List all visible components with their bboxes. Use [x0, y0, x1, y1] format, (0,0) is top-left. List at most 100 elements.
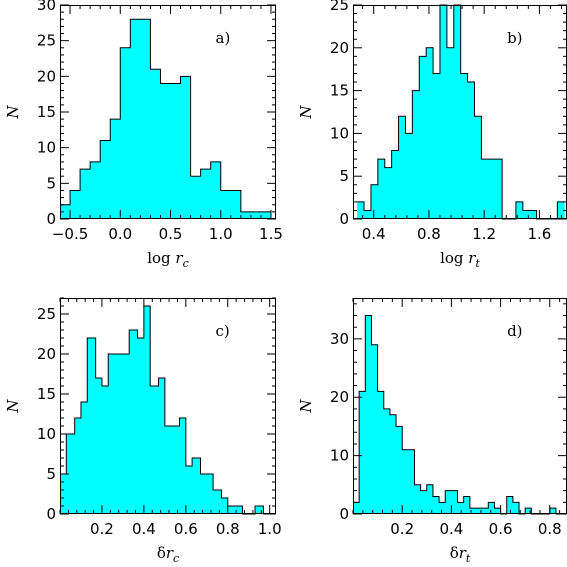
histogram-bar	[180, 76, 192, 219]
x-axis-label-subscript: t	[475, 257, 480, 270]
y-tick-label: 0	[46, 505, 56, 523]
panel-label: c)	[216, 322, 230, 340]
histogram-bar	[357, 201, 365, 219]
histogram-bar	[359, 391, 366, 514]
histogram-bar	[192, 458, 201, 514]
histogram-outline	[357, 4, 565, 220]
y-axis-label-text: N	[4, 105, 22, 120]
histogram-bar	[206, 474, 214, 514]
histogram-bar	[171, 426, 180, 514]
histogram-bar	[529, 210, 538, 219]
histogram-bar	[402, 449, 409, 514]
y-tick-label: 20	[37, 67, 56, 85]
x-axis-label-subscript: c	[183, 257, 189, 270]
y-tick-label: 10	[37, 139, 56, 157]
histogram-bar	[412, 90, 420, 219]
y-tick-label: 25	[37, 305, 56, 323]
histogram-bar	[432, 496, 440, 514]
y-tick-label: 0	[339, 505, 349, 523]
histogram-bar	[445, 490, 452, 514]
histogram-bar	[140, 19, 151, 219]
y-tick-label: 5	[46, 174, 56, 192]
histogram-bar	[221, 498, 229, 514]
histogram-bar	[557, 201, 565, 219]
histogram-bar	[116, 354, 124, 514]
y-tick-label: 20	[37, 345, 56, 363]
histogram-bar	[200, 474, 208, 514]
histogram-bar	[460, 73, 468, 219]
histogram-outline	[60, 18, 271, 213]
y-axis-label-text: N	[297, 399, 315, 414]
histogram-bar	[467, 82, 475, 219]
histogram-bar	[213, 490, 222, 514]
histogram-outline	[60, 305, 270, 515]
histogram-bar	[370, 184, 379, 219]
histogram-bar	[439, 502, 446, 514]
histogram-bar	[383, 408, 391, 514]
histogram-bar	[549, 508, 557, 514]
y-tick-label: 30	[37, 0, 56, 14]
histogram-bar	[408, 449, 415, 514]
panel-label: d)	[507, 322, 522, 340]
histogram-bar	[364, 210, 372, 219]
x-tick-label: 0.8	[417, 225, 441, 243]
histogram-bar	[130, 19, 141, 219]
y-tick-label: 0	[46, 210, 56, 228]
histogram-bar	[488, 159, 496, 219]
histogram-bar	[80, 402, 88, 514]
y-tick-label: 30	[330, 330, 349, 348]
panel-label: a)	[216, 29, 231, 47]
histogram-bar	[469, 508, 477, 514]
histogram-bar	[80, 169, 91, 219]
x-axis-label: log rt	[440, 249, 480, 270]
histogram-bar	[522, 210, 531, 219]
histogram-bar	[234, 506, 243, 514]
y-axis-label-text: N	[297, 105, 315, 120]
x-axis-label-subscript: c	[173, 552, 179, 565]
histogram-bar	[120, 47, 131, 219]
x-tick-label: 0.8	[538, 520, 562, 538]
x-tick-label: 0.4	[439, 520, 463, 538]
x-axis-label-variable: r	[175, 249, 183, 267]
histogram-bar	[426, 47, 434, 219]
histogram-bar	[255, 506, 264, 514]
y-tick-label: 10	[37, 425, 56, 443]
histogram-bar	[143, 306, 151, 514]
histogram-bar	[377, 391, 385, 514]
y-tick-label: 25	[330, 0, 349, 14]
histogram-bar	[190, 176, 202, 219]
histogram-bar	[122, 354, 130, 514]
y-axis-label: N	[4, 399, 22, 414]
x-axis-label: δrc	[157, 544, 179, 565]
histogram-bar	[391, 150, 399, 219]
histogram-bar	[482, 508, 489, 514]
histogram-bar	[70, 190, 81, 219]
y-tick-label: 5	[46, 465, 56, 483]
histogram-bar	[463, 496, 471, 514]
histogram-bar	[158, 378, 166, 514]
histogram-bar	[377, 159, 386, 219]
histogram-bar	[164, 426, 172, 514]
y-tick-label: 5	[339, 167, 349, 185]
histogram-bar	[200, 169, 212, 219]
histogram-bar	[481, 159, 489, 219]
x-tick-label: 0.2	[390, 520, 414, 538]
histogram-bar	[396, 426, 403, 514]
x-tick-label: 0.2	[90, 520, 114, 538]
histogram-bar	[420, 490, 428, 514]
x-axis-label-prefix: log	[147, 249, 175, 267]
x-axis-label-variable: r	[166, 544, 174, 562]
x-tick-label: 1.0	[209, 225, 233, 243]
histogram-bar	[150, 386, 159, 514]
x-tick-label: 0.8	[216, 520, 240, 538]
histogram-bar	[160, 83, 171, 219]
histogram-bar	[129, 330, 138, 514]
histogram-bar	[100, 140, 111, 219]
histogram-bar	[210, 161, 222, 219]
y-tick-label: 15	[330, 82, 349, 100]
y-tick-label: 15	[37, 385, 56, 403]
histogram-bar	[185, 466, 193, 514]
